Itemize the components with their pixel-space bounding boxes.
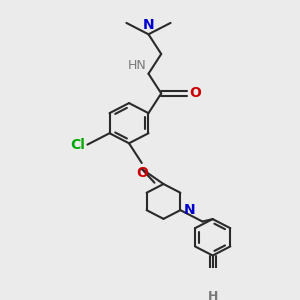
Text: O: O [136,166,148,180]
Text: H: H [208,290,218,300]
Text: N: N [183,203,195,217]
Text: HN: HN [128,59,147,72]
Text: N: N [143,18,154,32]
Text: Cl: Cl [70,138,85,152]
Text: O: O [189,86,201,100]
